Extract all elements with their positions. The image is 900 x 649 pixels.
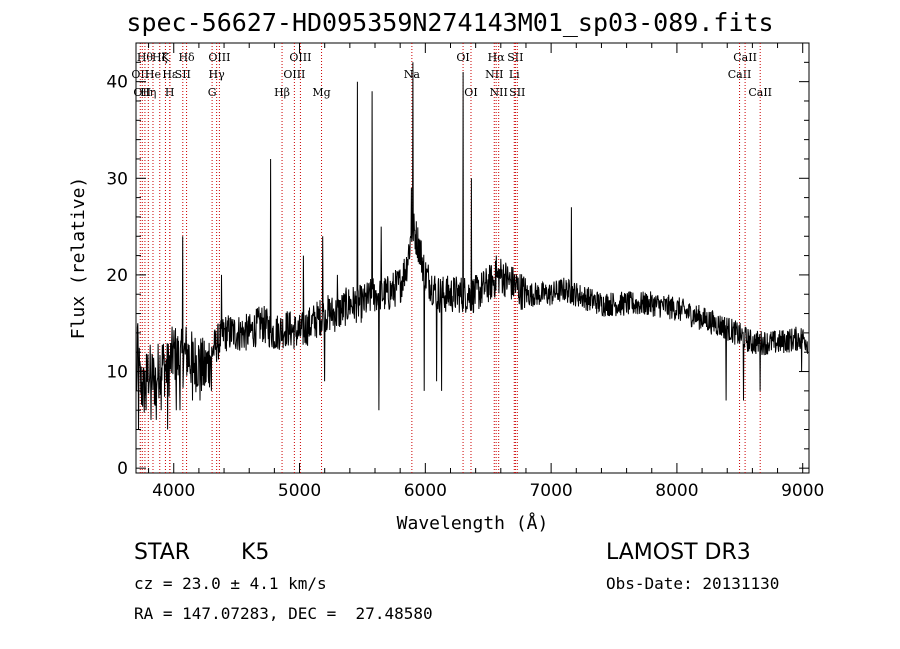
line-marker-label-17: Mg: [312, 86, 330, 99]
line-marker-label-25: SII: [507, 51, 523, 64]
line-marker-label-11: G: [208, 86, 217, 99]
redshift-label: cz = 23.0 ± 4.1 km/s: [134, 574, 327, 593]
line-marker-label-21: NII: [485, 68, 503, 81]
line-marker-label-16: OIII: [289, 51, 311, 64]
line-marker-label-4: He: [145, 68, 161, 81]
line-marker-label-10: Hδ: [178, 51, 195, 64]
line-marker-label-2: Hθ: [137, 51, 154, 64]
line-marker-label-27: CaII: [728, 68, 752, 81]
y-tick-label-4: 40: [106, 73, 128, 93]
line-marker-label-5: Hζ: [152, 51, 168, 64]
line-marker-label-29: CaII: [748, 86, 772, 99]
y-tick-label-3: 30: [106, 169, 128, 189]
line-marker-label-14: Hβ: [274, 86, 290, 99]
survey-label: LAMOST DR3: [606, 540, 751, 565]
plot-frame: [135, 42, 810, 474]
spectrum-line: [136, 62, 809, 430]
x-tick-label-5: 9000: [781, 481, 824, 501]
line-marker-label-9: SII: [175, 68, 191, 81]
x-axis-label: Wavelength (Å): [397, 512, 549, 534]
line-marker-label-8: Hε: [162, 68, 178, 81]
x-tick-label-3: 7000: [529, 481, 572, 501]
x-tick-label-1: 5000: [278, 481, 321, 501]
line-marker-label-13: OIII: [208, 51, 230, 64]
line-marker-label-0: OII: [131, 68, 149, 81]
y-axis-label: Flux (relative): [68, 177, 89, 340]
y-tick-label-2: 20: [106, 266, 128, 286]
chart-title: spec-56627-HD095359N274143M01_sp03-089.f…: [126, 8, 774, 37]
line-marker-label-15: OIII: [283, 68, 305, 81]
line-marker-label-3: Hη: [140, 86, 156, 99]
y-tick-label-0: 0: [117, 459, 128, 479]
line-marker-label-22: Hα: [488, 51, 506, 64]
line-marker-label-23: NII: [490, 86, 508, 99]
radec-label: RA = 147.07283, DEC = 27.48580: [134, 604, 433, 623]
line-marker-label-1: OII: [133, 86, 151, 99]
line-marker-label-28: CaII: [733, 51, 757, 64]
object-class: STAR: [134, 540, 191, 565]
object-subclass: K5: [241, 540, 270, 565]
y-tick-label-1: 10: [106, 363, 128, 383]
line-marker-label-12: Hγ: [209, 68, 226, 81]
obs-date-label: Obs-Date: 20131130: [606, 574, 780, 593]
x-tick-label-2: 6000: [404, 481, 447, 501]
line-marker-label-7: H: [165, 86, 175, 99]
line-marker-label-18: Na: [404, 68, 421, 81]
line-marker-label-20: OI: [464, 86, 477, 99]
line-marker-label-26: SII: [509, 86, 525, 99]
line-marker-label-6: K: [161, 51, 170, 64]
line-marker-label-24: Li: [509, 68, 520, 81]
line-marker-label-19: OI: [456, 51, 469, 64]
x-tick-label-4: 8000: [655, 481, 698, 501]
x-tick-label-0: 4000: [152, 481, 195, 501]
